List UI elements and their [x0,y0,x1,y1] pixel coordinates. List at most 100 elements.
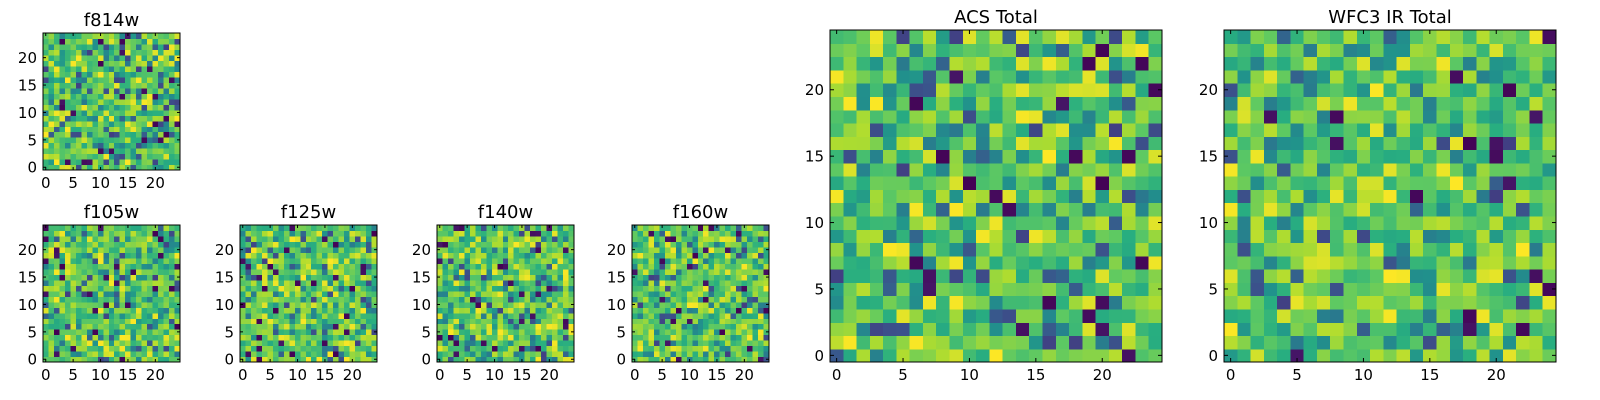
heatmap-cell [692,301,699,308]
heatmap-cell [366,318,373,325]
heatmap-cell [1055,229,1070,244]
heatmap-cell [48,137,55,144]
heatmap-cell [75,307,82,314]
heatmap-cell [103,148,110,155]
heatmap-cell [1529,229,1544,244]
heatmap-cell [530,356,537,363]
heatmap-cell [86,38,93,45]
heatmap-cell [136,87,143,94]
heatmap-cell [546,241,553,248]
heatmap-cell [1502,176,1517,190]
heatmap-cell [1396,109,1411,124]
heatmap-cell [936,136,951,151]
heatmap-cell [141,334,148,341]
heatmap-cell [1237,136,1252,151]
heatmap-cell [524,340,531,347]
heatmap-cell [692,318,699,325]
heatmap-cell [349,274,356,281]
x-tick-label: 15 [118,366,137,384]
heatmap-cell [653,323,660,330]
heatmap-cell [976,295,990,310]
heatmap-cell [300,241,307,248]
heatmap-cell [883,215,897,230]
heatmap-cell [1409,282,1424,297]
heatmap-cell [294,301,301,308]
heatmap-cell [936,255,951,270]
heatmap-cell [1224,215,1238,230]
heatmap-cell [300,301,307,308]
heatmap-cell [936,229,951,244]
heatmap-cell [125,131,132,138]
heatmap-cell [119,98,126,105]
heatmap-cell [563,351,570,358]
heatmap-cell [360,241,367,248]
heatmap-cell [147,318,154,325]
heatmap-cell [311,290,318,297]
heatmap-cell [322,345,329,352]
heatmap-cell [437,307,444,314]
heatmap-cell [922,322,937,337]
y-tick-label: 5 [616,323,626,341]
heatmap-cell [1303,30,1318,44]
heatmap-cell [70,334,77,341]
heatmap-cell [475,323,482,330]
heatmap-cell [322,279,329,286]
heatmap-cell [355,252,362,259]
heatmap-cell [1516,176,1531,190]
heatmap-cell [1002,295,1017,310]
heatmap-cell [1370,215,1384,230]
heatmap-cell [86,87,93,94]
heatmap-cell [130,159,137,166]
heatmap-cell [909,348,924,363]
heatmap-cell [883,176,897,190]
heatmap-cell [108,109,115,116]
heatmap-cell [75,153,82,160]
heatmap-cell [541,268,548,275]
heatmap-cell [136,263,143,270]
heatmap-cell [1436,69,1451,84]
heatmap-cell [869,96,884,111]
heatmap-cell [442,279,449,286]
heatmap-cell [125,345,132,352]
heatmap-cell [1042,255,1057,270]
heatmap-cell [163,87,170,94]
heatmap-cell [1383,269,1398,283]
heatmap-cell [360,268,367,275]
heatmap-cell [552,263,559,270]
heatmap-cell [1449,162,1464,177]
heatmap-cell [152,76,159,83]
heatmap-cell [659,323,666,330]
heatmap-cell [294,290,301,297]
heatmap-cell [300,274,307,281]
heatmap-cell [747,230,754,237]
heatmap-cell [70,87,77,94]
heatmap-cell [1489,269,1504,283]
heatmap-cell [447,235,455,243]
heatmap-cell [371,351,378,358]
heatmap-cell [557,235,564,243]
heatmap-cell [70,65,77,72]
heatmap-cell [43,279,50,286]
heatmap-cell [1263,83,1278,97]
heatmap-cell [675,312,682,319]
heatmap-cell [289,263,296,270]
heatmap-cell [1263,96,1278,111]
heatmap-cell [1108,30,1123,44]
heatmap-cell [70,76,77,83]
heatmap-cell [53,98,61,105]
heatmap-cell [830,136,844,151]
heatmap-cell [1516,162,1531,177]
heatmap-cell [136,93,143,100]
heatmap-cell [1095,255,1110,270]
heatmap-cell [92,65,99,72]
heatmap-cell [250,345,258,352]
heatmap-cell [736,296,743,303]
heatmap-cell [163,120,170,127]
heatmap-cell [692,290,699,297]
heatmap-cell [1122,136,1137,151]
heatmap-cell [70,296,77,303]
heatmap-cell [648,345,655,352]
heatmap-cell [659,274,666,281]
heatmap-cell [108,274,115,281]
heatmap-cell [333,230,340,237]
